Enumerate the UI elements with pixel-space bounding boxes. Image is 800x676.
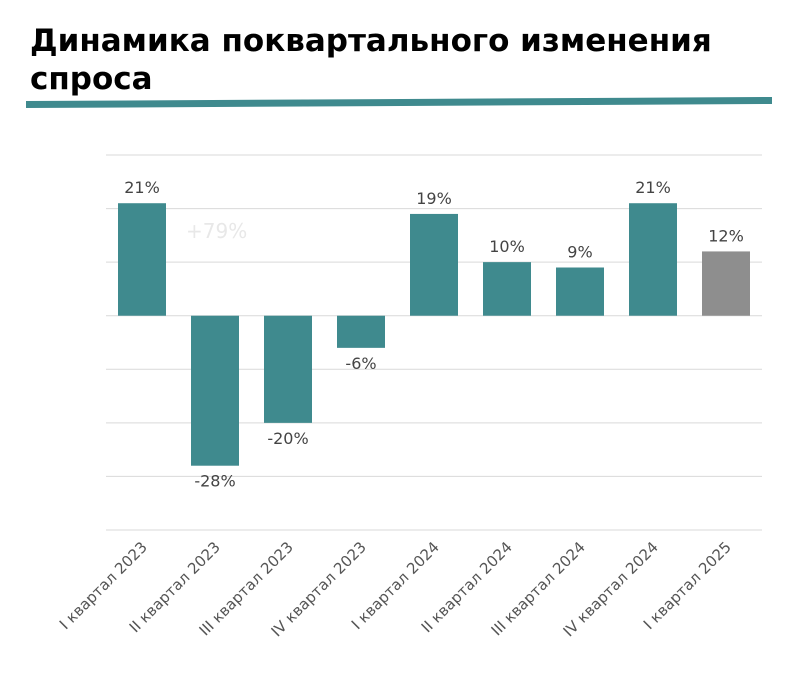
data-label: -20%: [267, 429, 308, 448]
bar: [410, 213, 458, 316]
data-label: 12%: [708, 226, 744, 245]
data-label: -28%: [194, 472, 235, 491]
data-label: -6%: [345, 354, 376, 373]
bar: [483, 262, 531, 316]
data-label: 9%: [567, 243, 592, 262]
data-label: 19%: [416, 189, 452, 208]
bar: [191, 315, 239, 466]
data-label: 10%: [489, 237, 525, 256]
value-labels: 21% -28% -20% -6% 19% 10% 9% 21% 12%: [124, 178, 744, 491]
bar: [556, 267, 604, 316]
chart-title: Динамика поквартального изменения спроса: [30, 23, 712, 97]
bar: [118, 203, 166, 316]
data-label: 21%: [124, 178, 160, 197]
bar: [702, 251, 750, 316]
bars: [118, 203, 750, 466]
bar: [264, 315, 312, 423]
data-label: 21%: [635, 178, 671, 197]
chart-annotation: +79%: [186, 219, 247, 243]
bar: [629, 203, 677, 316]
bar: [337, 315, 385, 348]
